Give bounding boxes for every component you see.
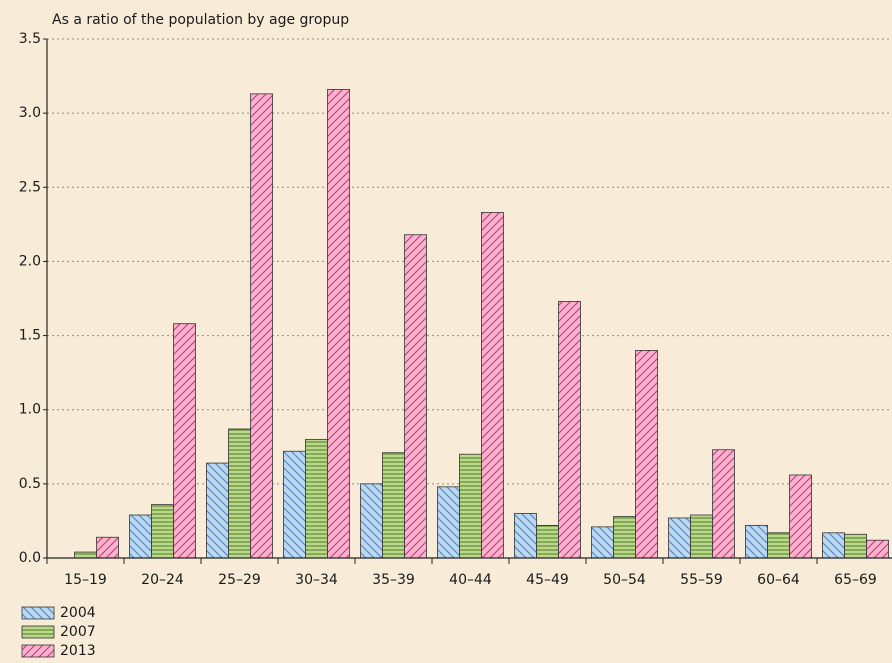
bar [173,323,196,559]
legend-label: 2013 [60,643,96,659]
y-tick-label: 0.5 [19,476,41,492]
bar [327,89,350,559]
bar [767,532,790,559]
y-tick-label: 0.0 [19,550,41,566]
bar [558,301,581,559]
bar [712,449,735,559]
bar [151,504,174,559]
bar [635,349,658,559]
bar [250,93,273,559]
y-tick-label: 2.0 [19,253,41,269]
bar [822,532,845,559]
bar [129,514,152,559]
bar [745,524,768,559]
x-tick-label: 65–69 [834,572,877,588]
bar [844,533,867,559]
bar [668,517,691,559]
legend-label: 2004 [60,605,96,621]
x-tick-label: 55–59 [680,572,723,588]
bar [206,462,229,559]
bar [74,551,97,559]
bar [96,536,119,559]
y-tick-label: 2.5 [19,179,41,195]
x-tick-label: 35–39 [372,572,415,588]
bar [613,516,636,559]
y-tick-label: 3.0 [19,105,41,121]
x-tick-label: 40–44 [449,572,492,588]
chart-title: As a ratio of the population by age grop… [52,12,349,28]
bar [360,483,383,559]
legend-swatch [21,606,55,620]
bar [437,486,460,559]
bar [481,212,504,559]
y-tick-label: 3.5 [19,31,41,47]
bar [591,526,614,559]
x-tick-label: 50–54 [603,572,646,588]
bar [514,513,537,559]
bar [690,514,713,559]
bar [228,428,251,559]
bar [866,539,889,559]
x-tick-label: 60–64 [757,572,800,588]
bar [283,450,306,559]
legend-swatch [21,644,55,658]
legend-label: 2007 [60,624,96,640]
y-tick-label: 1.5 [19,328,41,344]
bar [789,474,812,559]
bar [305,438,328,559]
x-tick-label: 25–29 [218,572,261,588]
legend-swatch [21,625,55,639]
y-tick-label: 1.0 [19,402,41,418]
bar [382,452,405,559]
x-tick-label: 20–24 [141,572,184,588]
bar [404,234,427,559]
x-tick-label: 15–19 [64,572,107,588]
bar [459,453,482,559]
x-tick-label: 45–49 [526,572,569,588]
x-tick-label: 30–34 [295,572,338,588]
bar [536,524,559,559]
